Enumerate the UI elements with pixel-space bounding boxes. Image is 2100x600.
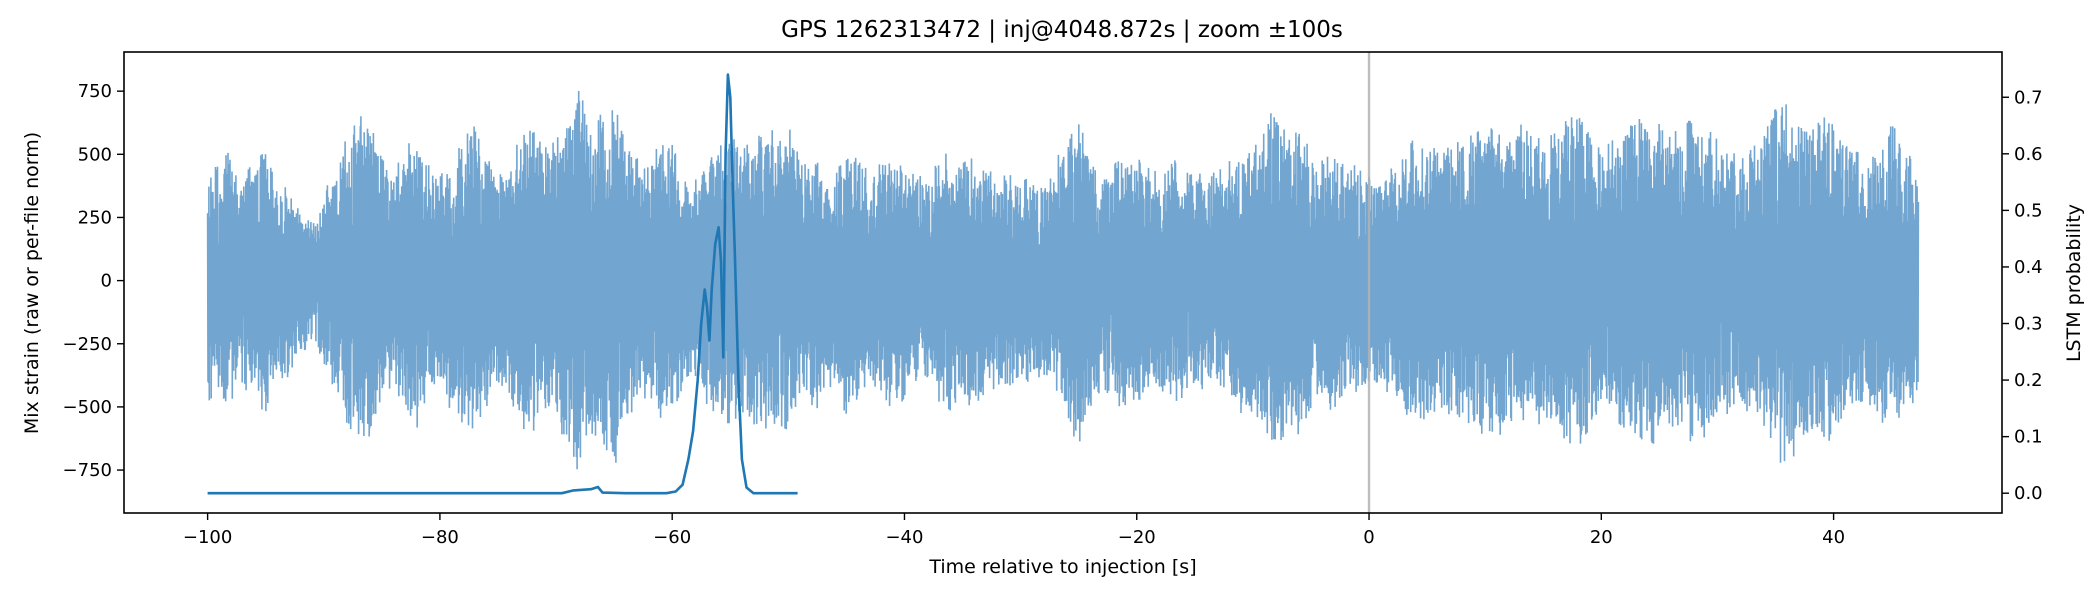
plot-frame [123, 51, 2003, 514]
left-y-axis: −750 −500 −250 0 250 500 750 [63, 81, 124, 481]
left-y-tick-label: 750 [78, 81, 112, 102]
left-y-tick-label: 0 [101, 271, 112, 292]
right-y-tick-label: 0.6 [2014, 144, 2043, 165]
right-y-axis: 0.0 0.1 0.2 0.3 0.4 0.5 0.6 0.7 [2002, 87, 2043, 504]
lstm-probability-series [207, 73, 798, 495]
strain-series [206, 90, 1920, 470]
right-y-tick-label: 0.2 [2014, 370, 2043, 391]
x-tick-label: −20 [1118, 527, 1156, 548]
strain-line [206, 90, 1920, 470]
x-axis-title: Time relative to injection [s] [928, 556, 1196, 578]
x-tick-label: 20 [1590, 527, 1613, 548]
right-y-axis-title: LSTM probability [2063, 204, 2085, 362]
x-tick-label: 40 [1822, 527, 1845, 548]
x-tick-label: −100 [183, 527, 232, 548]
plot-area [123, 51, 2003, 514]
left-y-tick-label: −250 [63, 334, 112, 355]
right-y-tick-label: 0.5 [2014, 200, 2043, 221]
x-tick-label: −40 [885, 527, 923, 548]
left-y-tick-label: 500 [78, 144, 112, 165]
left-y-tick-label: −750 [63, 460, 112, 481]
probability-line [207, 73, 798, 495]
right-y-tick-label: 0.4 [2014, 257, 2043, 278]
right-y-tick-label: 0.3 [2014, 314, 2043, 335]
right-y-tick-label: 0.1 [2014, 427, 2043, 448]
chart-title: GPS 1262313472 | inj@4048.872s | zoom ±1… [781, 17, 1343, 43]
left-y-tick-label: 250 [78, 207, 112, 228]
left-y-axis-title: Mix strain (raw or per-file norm) [21, 132, 43, 434]
x-tick-label: 0 [1363, 527, 1374, 548]
x-tick-label: −60 [653, 527, 691, 548]
right-y-tick-label: 0.7 [2014, 87, 2043, 108]
x-axis: −100 −80 −60 −40 −20 0 20 40 [183, 513, 1845, 548]
x-tick-label: −80 [421, 527, 459, 548]
right-y-tick-label: 0.0 [2014, 483, 2043, 504]
left-y-tick-label: −500 [63, 397, 112, 418]
